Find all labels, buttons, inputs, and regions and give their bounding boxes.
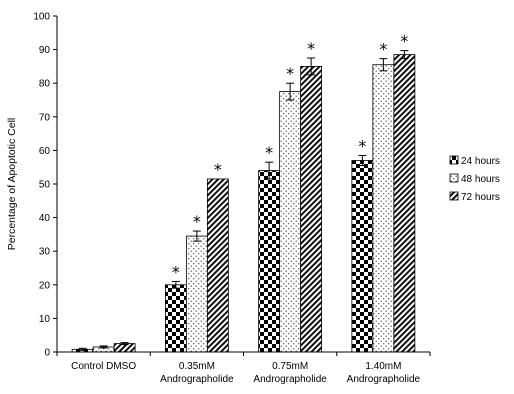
bar (372, 64, 395, 353)
bar (258, 170, 281, 353)
bar (185, 235, 208, 353)
significance-star: * (358, 136, 366, 155)
x-category-label: 1.40mM (365, 361, 401, 372)
y-tick-label: 10 (39, 314, 51, 325)
y-tick-label: 40 (39, 213, 51, 224)
legend-swatch (449, 191, 459, 201)
y-tick-label: 30 (39, 247, 51, 258)
legend-label: 24 hours (461, 156, 500, 167)
significance-star: * (400, 32, 408, 51)
x-category-label: Andrographolide (347, 374, 421, 385)
x-category-label: 0.75mM (272, 361, 308, 372)
x-category-label: Andrographolide (253, 374, 327, 385)
bar (300, 66, 323, 353)
y-tick-label: 100 (33, 12, 50, 23)
y-axis: 0 10 20 30 40 50 60 70 80 90 100 (33, 12, 58, 359)
significance-star: * (214, 160, 222, 179)
significance-star: * (307, 39, 315, 58)
bar (393, 54, 416, 353)
x-axis: Control DMSO 0.35mM Andrographolide 0.75mM A… (56, 351, 431, 385)
bar (206, 178, 229, 353)
legend-label: 72 hours (461, 192, 500, 203)
legend-label: 48 hours (461, 174, 500, 185)
x-category-label: 0.35mM (179, 361, 215, 372)
significance-star: * (379, 40, 387, 59)
bar (164, 284, 187, 353)
significance-star: * (193, 212, 201, 231)
x-category-label: Andrographolide (160, 374, 234, 385)
legend-swatch (449, 155, 459, 165)
y-tick-label: 50 (39, 180, 51, 191)
y-tick-label: 60 (39, 146, 51, 157)
y-tick-label: 0 (44, 348, 50, 359)
bars: * * * * * * * * * (71, 32, 416, 353)
x-category-label: Control DMSO (71, 361, 136, 372)
significance-star: * (172, 262, 180, 281)
bar (279, 91, 302, 353)
y-tick-label: 80 (39, 79, 51, 90)
y-tick-label: 20 (39, 280, 51, 291)
y-tick-label: 70 (39, 112, 51, 123)
legend-swatch (449, 173, 459, 183)
significance-star: * (265, 143, 273, 162)
y-axis-title: Percentage of Apoptotic Cell (6, 118, 18, 251)
legend: 24 hours 48 hours 72 hours (449, 155, 500, 203)
significance-star: * (286, 64, 294, 83)
bar (351, 160, 374, 353)
y-tick-label: 90 (39, 45, 51, 56)
